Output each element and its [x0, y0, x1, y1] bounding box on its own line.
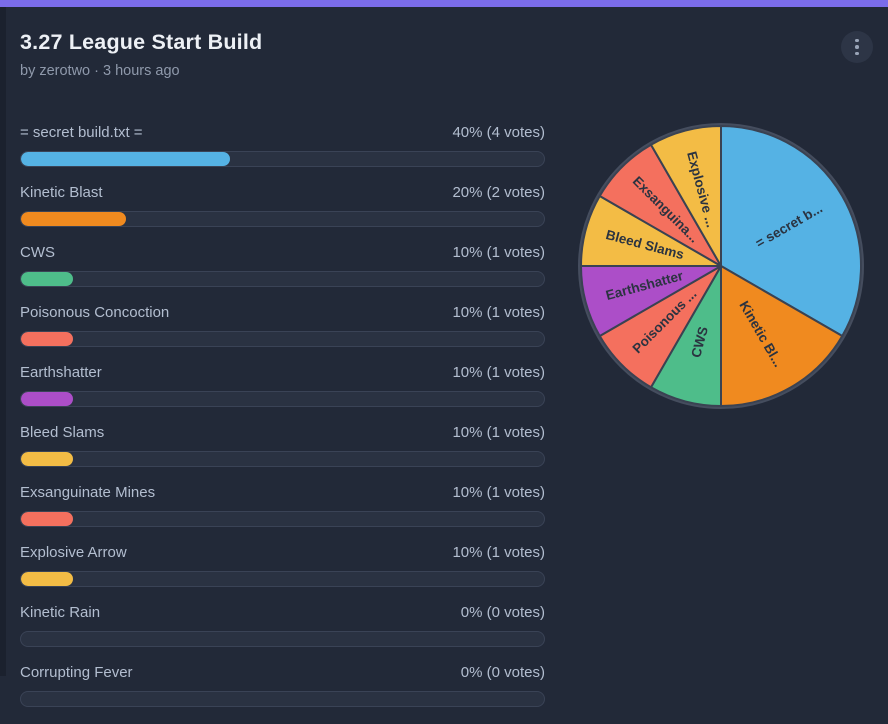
- poll-option[interactable]: Earthshatter 10% (1 votes): [20, 364, 545, 407]
- poll-option-label: Earthshatter: [20, 364, 102, 381]
- poll-header: 3.27 League Start Build by zerotwo · 3 h…: [20, 29, 818, 79]
- poll-option-fill: [21, 212, 126, 226]
- page-title: 3.27 League Start Build: [20, 30, 263, 54]
- poll-option-track: [20, 451, 545, 467]
- poll-option-result: 10% (1 votes): [452, 484, 545, 501]
- kebab-menu-icon: [855, 45, 859, 49]
- pie-slice[interactable]: [720, 125, 862, 337]
- poll-option-track: [20, 571, 545, 587]
- poll-option[interactable]: Exsanguinate Mines 10% (1 votes): [20, 484, 545, 527]
- poll-option-result: 10% (1 votes): [452, 244, 545, 261]
- poll-option-result: 10% (1 votes): [452, 304, 545, 321]
- poll-option[interactable]: = secret build.txt = 40% (4 votes): [20, 124, 545, 167]
- poll-option[interactable]: Bleed Slams 10% (1 votes): [20, 424, 545, 467]
- poll-option-result: 20% (2 votes): [452, 184, 545, 201]
- poll-option-label: Bleed Slams: [20, 424, 105, 441]
- poll-option-fill: [21, 392, 74, 406]
- poll-option-line: Earthshatter 10% (1 votes): [20, 364, 545, 382]
- poll-option-label: Exsanguinate Mines: [20, 484, 156, 501]
- byline: by zerotwo · 3 hours ago: [20, 63, 180, 79]
- poll-option-track: [20, 691, 545, 707]
- poll-option-result: 10% (1 votes): [452, 364, 545, 381]
- poll-option[interactable]: Kinetic Blast 20% (2 votes): [20, 184, 545, 227]
- poll-option-result: 10% (1 votes): [452, 544, 545, 561]
- poll-option-track: [20, 211, 545, 227]
- pie-slice[interactable]: [720, 265, 844, 407]
- poll-option-line: = secret build.txt = 40% (4 votes): [20, 124, 545, 142]
- poll-option[interactable]: Explosive Arrow 10% (1 votes): [20, 544, 545, 587]
- poll-option-result: 0% (0 votes): [460, 664, 545, 681]
- poll-option-label: Poisonous Concoction: [20, 304, 170, 321]
- poll-option-line: Kinetic Blast 20% (2 votes): [20, 184, 545, 202]
- poll-option-track: [20, 391, 545, 407]
- poll-option-fill: [21, 512, 74, 526]
- pie-outer-ring: [578, 123, 864, 409]
- poll-option-fill: [21, 152, 231, 166]
- poll-option-label: Corrupting Fever: [20, 664, 133, 681]
- poll-option-line: Kinetic Rain 0% (0 votes): [20, 604, 545, 622]
- poll-option-fill: [21, 572, 74, 586]
- poll-option[interactable]: Kinetic Rain 0% (0 votes): [20, 604, 545, 647]
- poll-option-track: [20, 271, 545, 287]
- poll-option-result: 10% (1 votes): [452, 424, 545, 441]
- poll-option-label: = secret build.txt =: [20, 124, 143, 141]
- accent-bar: [0, 0, 888, 7]
- poll-option[interactable]: CWS 10% (1 votes): [20, 244, 545, 287]
- kebab-menu-button[interactable]: [841, 31, 873, 63]
- poll-option-fill: [21, 332, 74, 346]
- poll-option-line: Poisonous Concoction 10% (1 votes): [20, 304, 545, 322]
- kebab-menu-icon: [855, 51, 859, 56]
- poll-option-line: CWS 10% (1 votes): [20, 244, 545, 262]
- poll-list: = secret build.txt = 40% (4 votes) Kinet…: [20, 124, 545, 724]
- left-edge-strip: [0, 7, 6, 676]
- poll-option-line: Explosive Arrow 10% (1 votes): [20, 544, 545, 562]
- poll-option-label: Kinetic Blast: [20, 184, 103, 201]
- poll-option-label: CWS: [20, 244, 55, 261]
- poll-option-fill: [21, 452, 74, 466]
- poll-option-label: Explosive Arrow: [20, 544, 127, 561]
- poll-option-fill: [21, 272, 74, 286]
- poll-option-track: [20, 151, 545, 167]
- poll-option-result: 40% (4 votes): [452, 124, 545, 141]
- poll-option[interactable]: Corrupting Fever 0% (0 votes): [20, 664, 545, 707]
- poll-option-line: Bleed Slams 10% (1 votes): [20, 424, 545, 442]
- poll-option-label: Kinetic Rain: [20, 604, 101, 621]
- pie-slice[interactable]: [650, 125, 722, 267]
- poll-option-line: Corrupting Fever 0% (0 votes): [20, 664, 545, 682]
- poll-option-result: 0% (0 votes): [460, 604, 545, 621]
- poll-option-track: [20, 631, 545, 647]
- kebab-menu-icon: [855, 38, 859, 43]
- poll-option-track: [20, 511, 545, 527]
- poll-option-track: [20, 331, 545, 347]
- pie-chart: = secret b... Kinetic Bl... CWS Poisonous .…: [576, 121, 866, 411]
- poll-option[interactable]: Poisonous Concoction 10% (1 votes): [20, 304, 545, 347]
- poll-option-line: Exsanguinate Mines 10% (1 votes): [20, 484, 545, 502]
